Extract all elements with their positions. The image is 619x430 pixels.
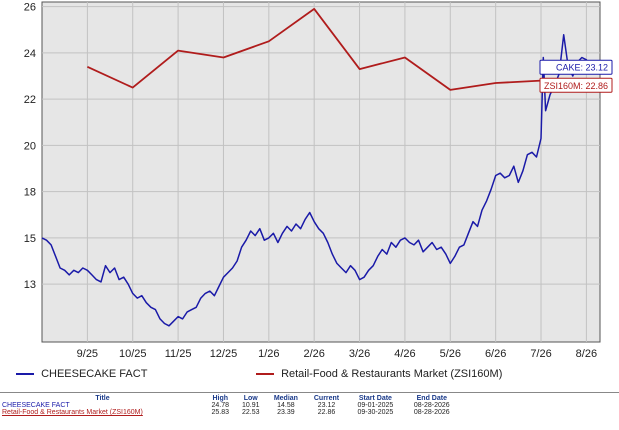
y-tick-label: 18 (24, 187, 36, 199)
x-tick-label: 6/26 (485, 348, 506, 360)
stats-row-zsi: Retail-Food & Restaurants Market (ZSI160… (0, 409, 460, 416)
x-tick-label: 11/25 (165, 348, 192, 360)
row-end-date: 08-28-2026 (413, 402, 450, 409)
x-tick-label: 4/26 (394, 348, 415, 360)
table-divider (0, 392, 619, 393)
x-axis-ticks: 9/25 10/25 11/25 12/25 1/26 2/26 3/26 4/26 5/26 6… (77, 348, 597, 360)
end-label-box (539, 77, 613, 93)
x-tick-label: 5/26 (440, 348, 461, 360)
legend-label-zsi: Retail-Food & Restaurants Market (ZSI160… (281, 368, 503, 380)
row-low: 10.91 (241, 402, 260, 409)
stats-header-row: Title High Low Median Current Start Date… (0, 395, 460, 402)
series-line-cake (41, 34, 592, 327)
x-tick-label: 8/26 (576, 348, 597, 360)
header-end-date: End Date (416, 395, 447, 402)
legend-swatch-cake (16, 373, 34, 376)
x-tick-label: 12/25 (210, 348, 238, 360)
legend-swatch-zsi (256, 373, 274, 376)
x-tick-label: 2/26 (303, 348, 324, 360)
row-current: 23.12 (317, 402, 336, 409)
y-tick-label: 20 (24, 140, 36, 152)
grid-lines (42, 2, 600, 342)
row-median: 14.58 (277, 402, 295, 409)
legend-item-cake: CHEESECAKE FACT (16, 368, 147, 380)
header-start-date: Start Date (358, 395, 392, 402)
legend: CHEESECAKE FACT Retail-Food & Restaurant… (0, 366, 619, 386)
end-label-text: ZSI160M: 22.86 (544, 81, 608, 91)
y-tick-label: 15 (24, 233, 36, 245)
row-title: CHEESECAKE FACT (2, 402, 70, 409)
row-start-date: 09-01-2025 (357, 402, 394, 409)
row-start-date: 09-30-2025 (357, 409, 394, 416)
stats-row-cake: CHEESECAKE FACT 24.78 10.91 14.58 23.12 … (0, 402, 460, 409)
y-tick-label: 26 (24, 2, 36, 14)
header-median: Median (273, 395, 298, 402)
row-title[interactable]: Retail-Food & Restaurants Market (ZSI160… (2, 409, 143, 416)
stats-table: Title High Low Median Current Start Date… (0, 395, 619, 416)
header-current: Current (313, 395, 340, 402)
end-label-text: CAKE: 23.12 (556, 63, 608, 73)
series-line-zsi (87, 7, 591, 91)
row-end-date: 08-28-2026 (413, 409, 450, 416)
plot-area (41, 1, 601, 343)
x-tick-label: 7/26 (530, 348, 551, 360)
legend-label-cake: CHEESECAKE FACT (41, 368, 148, 380)
x-tick-label: 1/26 (258, 348, 279, 360)
end-label-box (539, 59, 613, 75)
row-high: 25.83 (211, 409, 230, 416)
y-tick-label: 13 (24, 279, 36, 291)
end-label-zsi: ZSI160M: 22.86 (539, 77, 613, 93)
series-lines (41, 7, 592, 327)
header-low: Low (243, 395, 258, 402)
end-labels: CAKE: 23.12 ZSI160M: 22.86 (539, 59, 613, 93)
x-tick-label: 10/25 (119, 348, 147, 360)
header-high: High (212, 395, 229, 402)
x-tick-label: 9/25 (77, 348, 98, 360)
y-tick-label: 24 (24, 48, 36, 60)
y-tick-label: 22 (24, 94, 36, 106)
row-low: 22.53 (241, 409, 260, 416)
legend-item-zsi: Retail-Food & Restaurants Market (ZSI160… (256, 368, 502, 380)
x-tick-label: 3/26 (349, 348, 370, 360)
header-title: Title (95, 395, 110, 402)
y-axis-ticks: 26 24 22 20 18 15 13 (24, 2, 36, 292)
end-label-cake: CAKE: 23.12 (539, 59, 613, 75)
row-current: 22.86 (317, 409, 336, 416)
row-median: 23.39 (277, 409, 295, 416)
row-high: 24.78 (211, 402, 230, 409)
